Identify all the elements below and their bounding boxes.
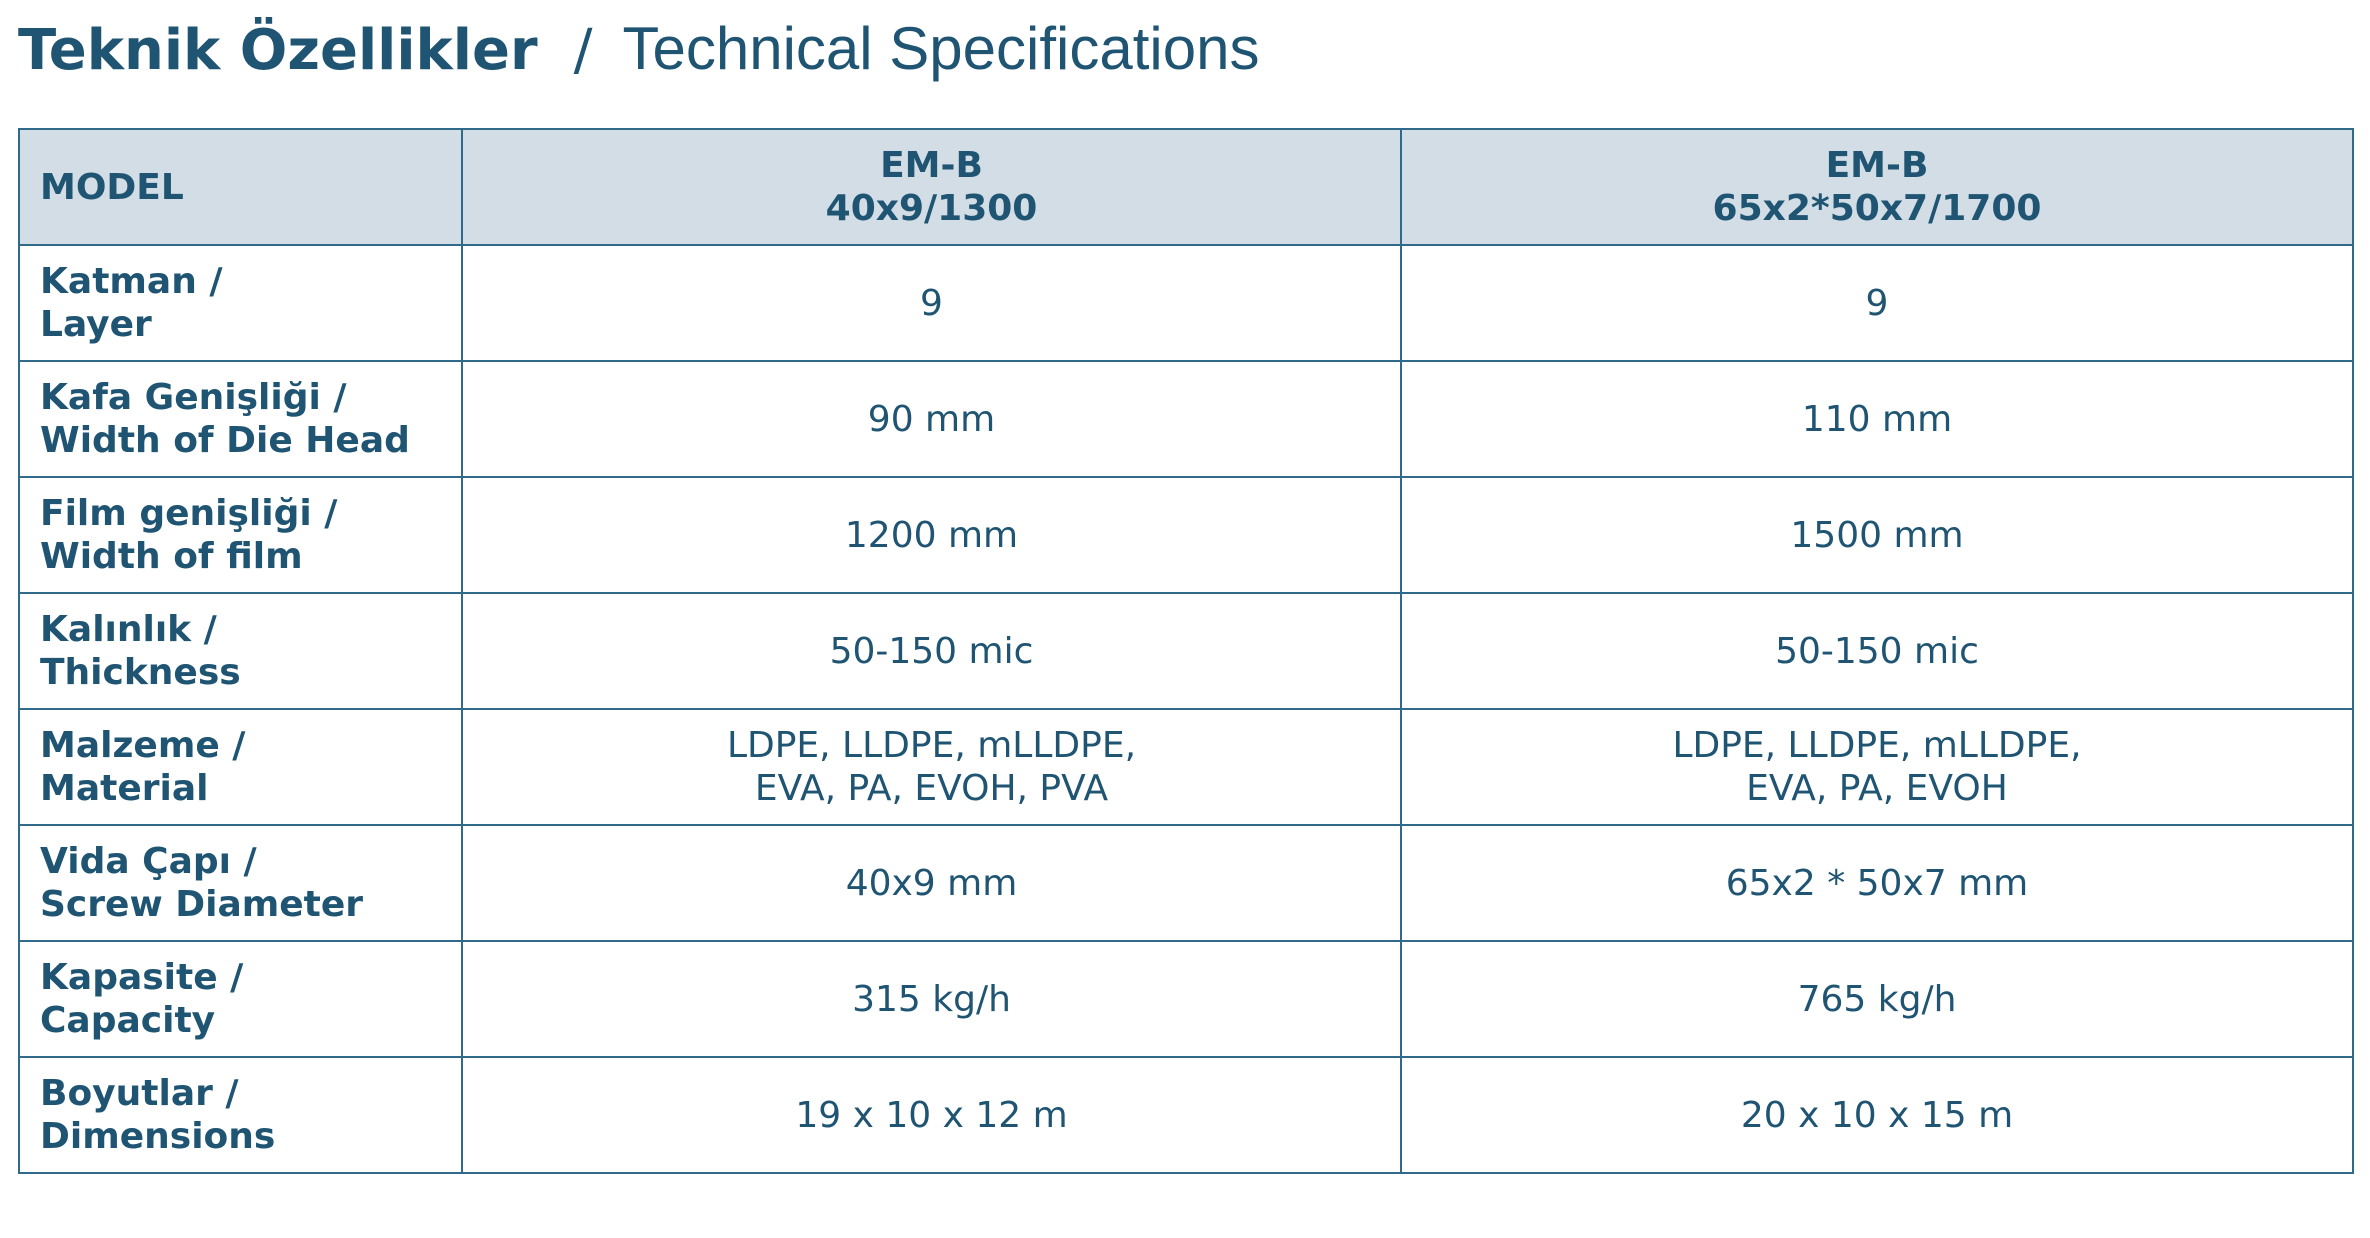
cell-line: 65x2*50x7/1700 [1712, 188, 2042, 229]
title-separator: / [573, 18, 593, 83]
cell-value: EM-B 65x2*50x7/1700 [1400, 128, 2354, 246]
row-label: Kalınlık / Thickness [18, 592, 463, 710]
cell-line: Width of Die Head [40, 420, 410, 461]
header-row: MODEL EM-B 40x9/1300 EM-B 65x2*50x7/1700 [18, 128, 2354, 246]
spec-table: MODEL EM-B 40x9/1300 EM-B 65x2*50x7/1700 Katm… [18, 128, 2354, 1174]
table-row: Film genişliği / Width of film 1200 mm 1500… [18, 476, 2354, 594]
cell-value: 765 kg/h [1400, 940, 2354, 1058]
cell-line: 1200 mm [844, 514, 1019, 556]
page-title: Teknik Özellikler / Technical Specificatio… [18, 14, 1259, 83]
cell-line: 40x9/1300 [825, 188, 1038, 229]
cell-value: 20 x 10 x 15 m [1400, 1056, 2354, 1174]
cell-value: EM-B 40x9/1300 [461, 128, 1402, 246]
cell-line: 9 [1865, 282, 1889, 324]
cell-line: 40x9 mm [845, 862, 1018, 904]
title-tr: Teknik Özellikler [18, 18, 538, 83]
cell-value: 50-150 mic [461, 592, 1402, 710]
cell-line: 9 [920, 282, 943, 324]
cell-line: Kapasite / [40, 957, 244, 998]
cell-line: Kalınlık / [40, 609, 217, 650]
cell-line: LDPE, LLDPE, mLLDPE, [726, 725, 1137, 766]
cell-line: EM-B [880, 145, 983, 186]
cell-value: 1500 mm [1400, 476, 2354, 594]
cell-line: MODEL [40, 166, 184, 208]
table-row: Katman / Layer 9 9 [18, 244, 2354, 362]
row-label: Katman / Layer [18, 244, 463, 362]
cell-line: Kafa Genişliği / [40, 377, 347, 418]
row-label: MODEL [18, 128, 463, 246]
cell-line: 765 kg/h [1797, 978, 1957, 1020]
cell-value: 65x2 * 50x7 mm [1400, 824, 2354, 942]
cell-line: EM-B [1825, 145, 1929, 186]
cell-line: 90 mm [867, 398, 996, 440]
cell-line: EVA, PA, EVOH [1746, 768, 2008, 809]
cell-line: Material [40, 768, 209, 809]
cell-line: 110 mm [1801, 398, 1953, 440]
row-label: Kafa Genişliği / Width of Die Head [18, 360, 463, 478]
cell-value: 1200 mm [461, 476, 1402, 594]
row-label: Malzeme / Material [18, 708, 463, 826]
row-label: Kapasite / Capacity [18, 940, 463, 1058]
cell-value: 110 mm [1400, 360, 2354, 478]
cell-value: LDPE, LLDPE, mLLDPE, EVA, PA, EVOH [1400, 708, 2354, 826]
row-label: Film genişliği / Width of film [18, 476, 463, 594]
cell-value: 19 x 10 x 12 m [461, 1056, 1402, 1174]
table-row: Kapasite / Capacity 315 kg/h 765 kg/h [18, 940, 2354, 1058]
cell-line: 1500 mm [1790, 514, 1964, 556]
cell-line: 50-150 mic [829, 630, 1034, 672]
table-row: Kafa Genişliği / Width of Die Head 90 mm 11… [18, 360, 2354, 478]
title-en: Technical Specifications [622, 15, 1260, 82]
cell-line: Film genişliği / [40, 493, 338, 534]
cell-line: EVA, PA, EVOH, PVA [754, 768, 1109, 809]
cell-line: Malzeme / [40, 725, 246, 766]
table-row: Boyutlar / Dimensions 19 x 10 x 12 m 20 x 1… [18, 1056, 2354, 1174]
cell-line: 50-150 mic [1775, 630, 1979, 672]
cell-line: 65x2 * 50x7 mm [1725, 862, 2029, 904]
cell-value: 90 mm [461, 360, 1402, 478]
row-label: Boyutlar / Dimensions [18, 1056, 463, 1174]
cell-line: 19 x 10 x 12 m [795, 1094, 1068, 1136]
cell-line: Screw Diameter [40, 884, 364, 925]
cell-line: Layer [40, 304, 152, 345]
table-row: Vida Çapı / Screw Diameter 40x9 mm 65x2 * 5… [18, 824, 2354, 942]
cell-value: 9 [461, 244, 1402, 362]
cell-line: Capacity [40, 1000, 216, 1041]
cell-value: 50-150 mic [1400, 592, 2354, 710]
cell-line: Vida Çapı / [40, 841, 257, 882]
cell-value: 40x9 mm [461, 824, 1402, 942]
cell-line: 20 x 10 x 15 m [1740, 1094, 2014, 1136]
cell-line: Dimensions [40, 1116, 276, 1157]
cell-line: Width of film [40, 536, 303, 577]
cell-line: Boyutlar / [40, 1073, 239, 1114]
row-label: Vida Çapı / Screw Diameter [18, 824, 463, 942]
cell-line: Thickness [40, 652, 241, 693]
table-row: Kalınlık / Thickness 50-150 mic 50-150 mic [18, 592, 2354, 710]
cell-value: 9 [1400, 244, 2354, 362]
cell-value: 315 kg/h [461, 940, 1402, 1058]
cell-line: LDPE, LLDPE, mLLDPE, [1672, 725, 2082, 766]
cell-line: Katman / [40, 261, 223, 302]
cell-line: 315 kg/h [852, 978, 1011, 1020]
table-row: Malzeme / Material LDPE, LLDPE, mLLDPE, EVA… [18, 708, 2354, 826]
cell-value: LDPE, LLDPE, mLLDPE, EVA, PA, EVOH, PVA [461, 708, 1402, 826]
